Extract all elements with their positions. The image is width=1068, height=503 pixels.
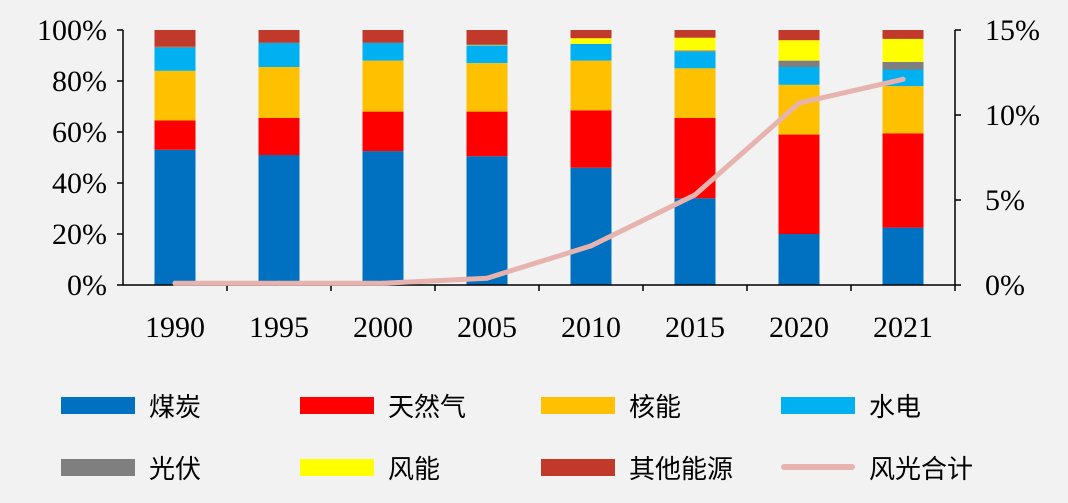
- bar-2015-series-4: [674, 50, 716, 52]
- bar-1995-series-6: [258, 30, 300, 43]
- bar-2021-series-1: [882, 133, 924, 228]
- left-tick-label-2: 40%: [52, 167, 107, 200]
- bar-2005-series-6: [466, 30, 508, 45]
- bar-2010-series-0: [570, 167, 612, 285]
- bar-2000-series-0: [362, 151, 404, 285]
- left-tick-label-5: 100%: [37, 14, 107, 47]
- line-point-2010: [588, 243, 594, 249]
- bar-2020-series-0: [778, 234, 820, 285]
- bar-1995-series-0: [258, 154, 300, 285]
- bar-2021-series-5: [882, 38, 924, 62]
- bar-2021-series-0: [882, 227, 924, 285]
- bar-2020-series-6: [778, 30, 820, 41]
- bar-2005-series-2: [466, 63, 508, 112]
- bar-2015-series-6: [674, 30, 716, 38]
- bar-1990-series-2: [154, 70, 196, 121]
- bar-2000-series-6: [362, 30, 404, 43]
- right-tick-label-0: 0%: [985, 269, 1025, 302]
- bar-2005-series-3: [466, 45, 508, 64]
- right-tick-label-3: 15%: [985, 14, 1040, 47]
- bar-2020-series-1: [778, 134, 820, 234]
- bar-1990-series-6: [154, 30, 196, 47]
- x-tick-label-1995: 1995: [249, 311, 309, 344]
- bar-1990-series-0: [154, 149, 196, 285]
- x-tick-label-2005: 2005: [457, 311, 517, 344]
- bar-2000-series-3: [362, 42, 404, 61]
- bar-1995-series-2: [258, 67, 300, 118]
- bar-2020-series-5: [778, 40, 820, 61]
- line-point-2020: [796, 100, 802, 106]
- x-tick-label-2010: 2010: [561, 311, 621, 344]
- bar-2020-series-2: [778, 84, 820, 135]
- line-point-2005: [484, 275, 490, 281]
- bar-2010-series-1: [570, 110, 612, 168]
- bar-1990-series-4: [154, 46, 196, 48]
- bar-2020-series-3: [778, 67, 820, 85]
- line-point-2000: [380, 280, 386, 286]
- bar-2005-series-5: [466, 44, 508, 46]
- bar-2020-series-4: [778, 60, 820, 67]
- x-tick-label-2020: 2020: [769, 311, 829, 344]
- bar-2000-series-2: [362, 60, 404, 112]
- left-tick-label-4: 80%: [52, 65, 107, 98]
- bar-1995-series-3: [258, 42, 300, 67]
- line-point-2015: [692, 192, 698, 198]
- line-point-2021: [900, 76, 906, 82]
- line-series-wind-solar-total: [172, 76, 906, 286]
- bar-1990-series-1: [154, 120, 196, 150]
- bar-1990-series-3: [154, 47, 196, 71]
- left-tick-label-0: 0%: [67, 269, 107, 302]
- bar-2015-series-1: [674, 118, 716, 199]
- left-tick-label-3: 60%: [52, 116, 107, 149]
- x-tick-label-2000: 2000: [353, 311, 413, 344]
- bar-1995-series-1: [258, 118, 300, 155]
- bar-2015-series-2: [674, 68, 716, 118]
- right-tick-label-2: 10%: [985, 99, 1040, 132]
- x-tick-label-2021: 2021: [873, 311, 933, 344]
- bar-2005-series-0: [466, 156, 508, 285]
- bar-2005-series-1: [466, 111, 508, 157]
- right-tick-label-1: 5%: [985, 184, 1025, 217]
- left-tick-label-1: 20%: [52, 218, 107, 251]
- bar-2010-series-6: [570, 30, 612, 39]
- bar-2010-series-3: [570, 44, 612, 61]
- bar-2021-series-6: [882, 30, 924, 39]
- x-tick-label-1990: 1990: [145, 311, 205, 344]
- bar-2000-series-1: [362, 111, 404, 152]
- bar-2015-series-5: [674, 37, 716, 51]
- bar-2021-series-2: [882, 86, 924, 134]
- bar-2015-series-0: [674, 198, 716, 285]
- x-tick-label-2015: 2015: [665, 311, 725, 344]
- bar-2010-series-2: [570, 60, 612, 111]
- bar-2010-series-5: [570, 38, 612, 44]
- bar-2015-series-3: [674, 51, 716, 69]
- line-point-1995: [276, 280, 282, 286]
- bar-2021-series-4: [882, 61, 924, 70]
- line-point-1990: [172, 280, 178, 286]
